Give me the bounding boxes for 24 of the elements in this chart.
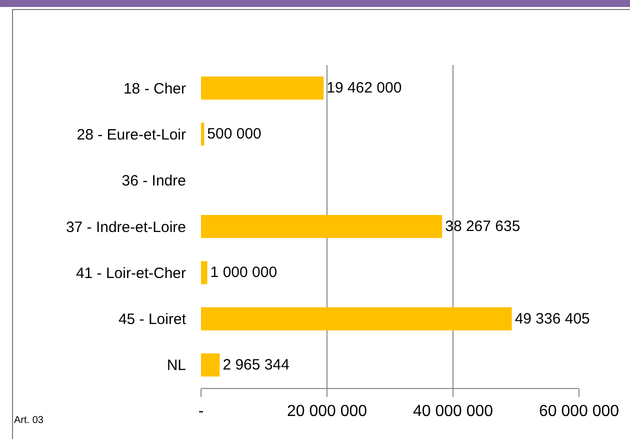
text: Art. 03 <box>14 415 44 426</box>
y-tick-label: 41 - Loir-et-Cher <box>76 264 186 282</box>
y-tick-label: 37 - Indre-et-Loire <box>66 218 186 236</box>
y-tick-label: 36 - Indre <box>122 172 186 190</box>
bar <box>201 76 324 100</box>
data-label: 1 000 000 <box>210 264 278 282</box>
y-tick-label: NL <box>166 357 186 374</box>
y-tick-label: 18 - Cher <box>123 80 186 98</box>
x-tick-label: - <box>198 403 204 420</box>
bar <box>201 307 512 330</box>
data-label: 2 965 344 <box>222 356 290 374</box>
x-tick-label: 40 000 000 <box>412 403 494 420</box>
data-label: 49 336 405 <box>514 310 590 328</box>
data-label: 500 000 <box>207 126 262 143</box>
data-label: 38 267 635 <box>445 218 520 235</box>
bar <box>201 214 442 238</box>
bar <box>201 261 208 284</box>
y-tick-label: 45 - Loiret <box>118 311 187 328</box>
x-tick-label: 60 000 000 <box>538 403 620 420</box>
data-label: 19 462 000 <box>326 80 402 97</box>
y-tick-label: 28 - Eure-et-Loir <box>76 126 186 144</box>
bar <box>201 122 204 146</box>
x-tick-label: 20 000 000 <box>286 403 368 420</box>
bar <box>201 353 220 376</box>
